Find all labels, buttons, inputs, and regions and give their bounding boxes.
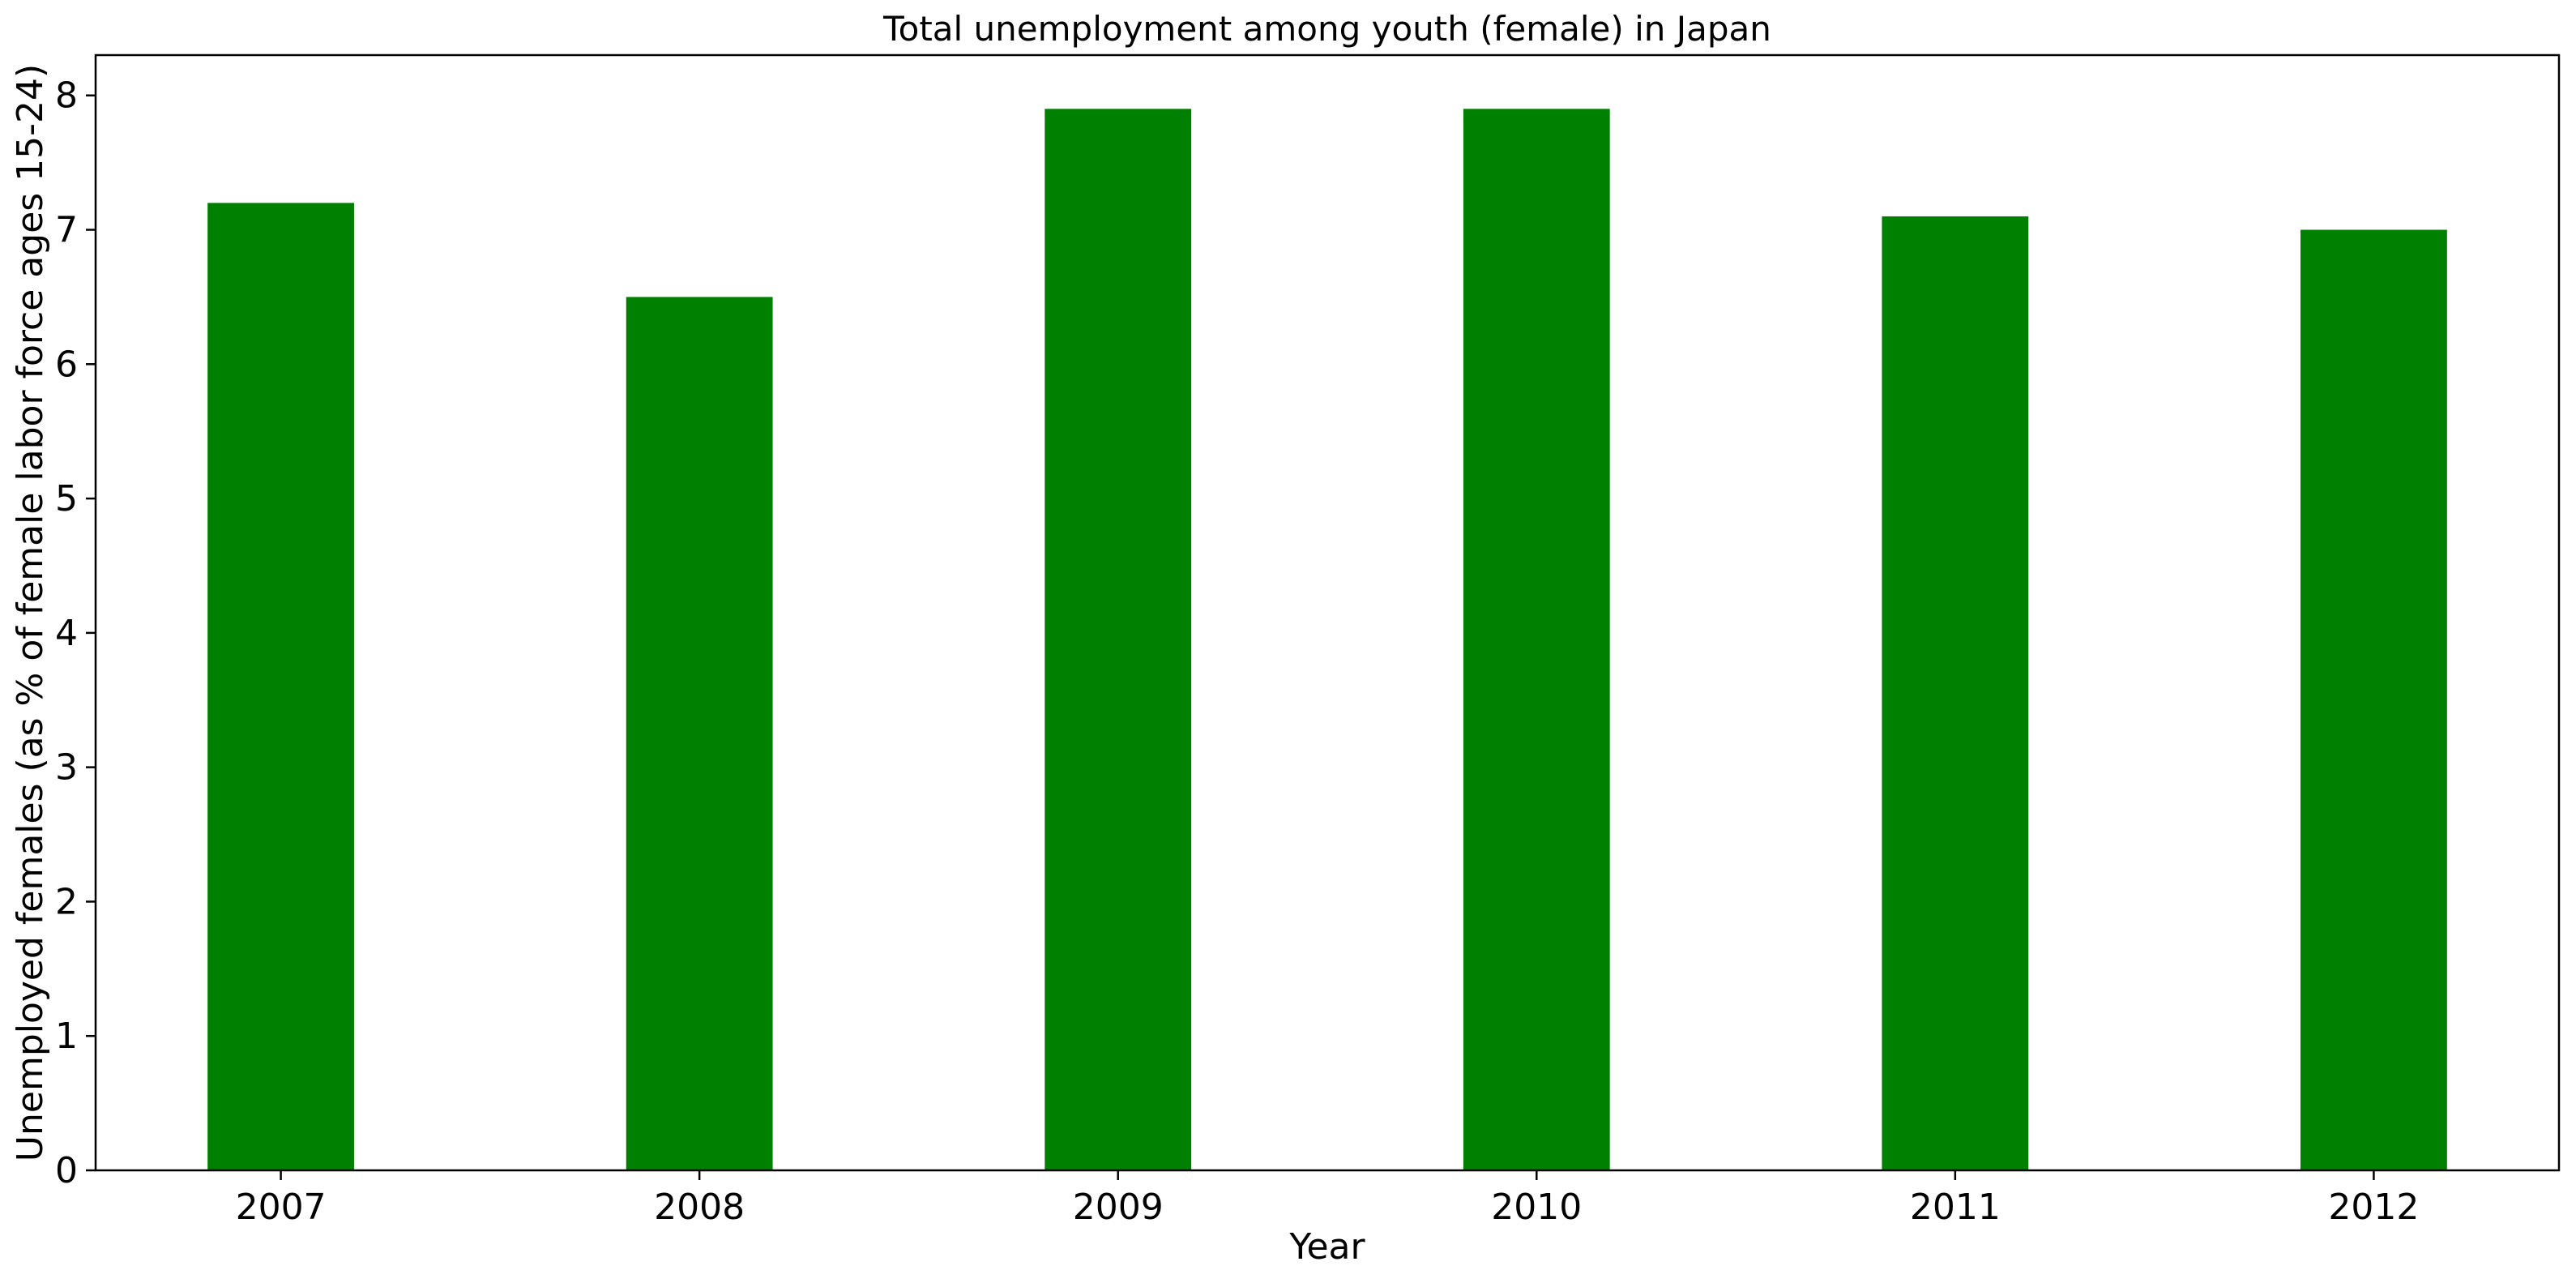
y-tick-label: 3 bbox=[55, 747, 78, 789]
bars-layer bbox=[207, 109, 2447, 1171]
plot-frame bbox=[94, 53, 2561, 1172]
x-axis-ticks: 2007 2008 2009 2010 2011 2012 bbox=[236, 1170, 2419, 1228]
x-axis-label: Year bbox=[1288, 1226, 1365, 1268]
x-tick-label-2009: 2009 bbox=[1073, 1187, 1164, 1228]
y-tick-label: 1 bbox=[55, 1016, 78, 1057]
y-tick-label: 6 bbox=[55, 344, 78, 385]
bar-2011 bbox=[1882, 216, 2029, 1171]
bar-2008 bbox=[626, 297, 773, 1170]
bar-2007 bbox=[207, 203, 354, 1171]
y-axis-label: Unemployed females (as % of female labor… bbox=[10, 64, 51, 1161]
x-tick-label-2007: 2007 bbox=[236, 1187, 327, 1228]
bar-2010 bbox=[1463, 109, 1610, 1170]
y-tick-label: 2 bbox=[55, 881, 78, 922]
x-tick-label-2008: 2008 bbox=[654, 1187, 745, 1228]
y-tick-label: 4 bbox=[55, 613, 78, 654]
bar-2009 bbox=[1044, 109, 1192, 1170]
bar-2012 bbox=[2300, 229, 2447, 1170]
y-tick-label: 7 bbox=[55, 210, 78, 251]
y-tick-label: 0 bbox=[55, 1150, 78, 1191]
chart-title: Total unemployment among youth (female) … bbox=[882, 9, 1771, 49]
x-tick-label-2011: 2011 bbox=[1910, 1187, 2001, 1228]
y-tick-label: 5 bbox=[55, 478, 78, 520]
x-tick-label-2012: 2012 bbox=[2328, 1187, 2419, 1228]
y-tick-label: 8 bbox=[55, 75, 78, 117]
x-tick-label-2010: 2010 bbox=[1491, 1187, 1582, 1228]
y-axis-ticks: 0 1 2 3 4 5 6 7 8 bbox=[55, 75, 96, 1191]
